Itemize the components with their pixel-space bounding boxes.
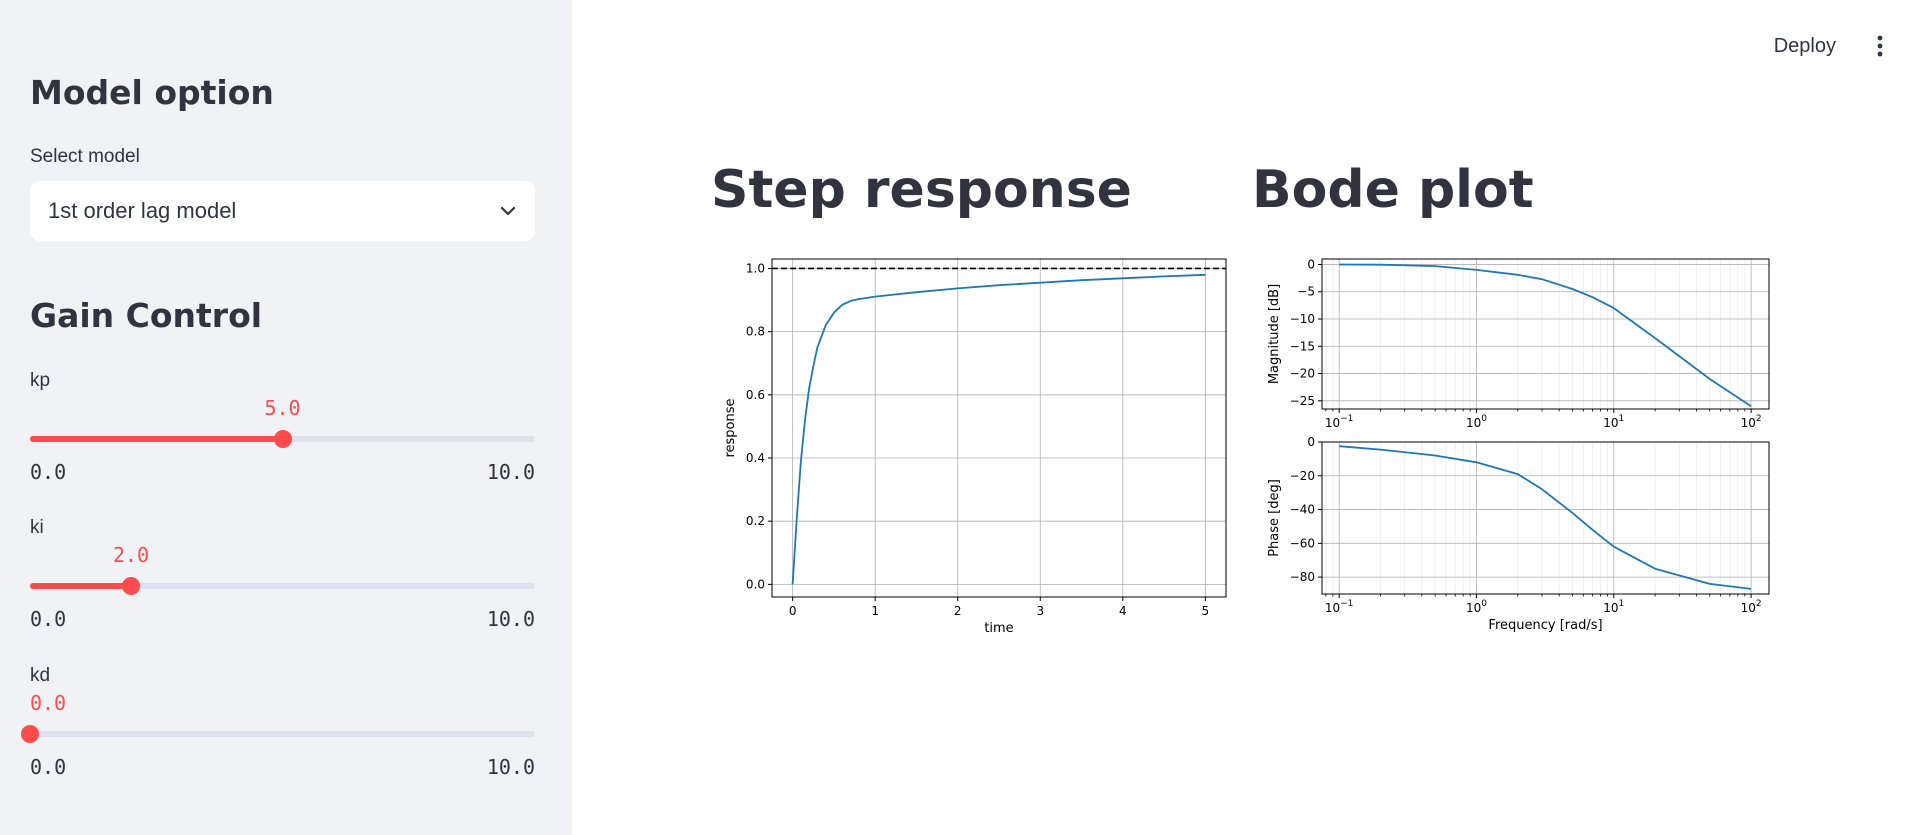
slider-max: 10.0 — [486, 755, 535, 779]
y-tick-label: 0.0 — [746, 577, 765, 591]
model-select-value: 1st order lag model — [48, 198, 237, 223]
y-tick-label: −40 — [1290, 503, 1315, 517]
y-tick-label: −5 — [1297, 285, 1315, 299]
x-tick-label: 0 — [789, 604, 797, 618]
slider-value: 2.0 — [112, 543, 150, 567]
series-line-0 — [791, 273, 1206, 585]
y-axis-label: Phase [deg] — [1267, 479, 1282, 557]
x-tick-label: 10−1 — [1325, 414, 1354, 430]
step-response-title: Step response — [711, 160, 1132, 220]
y-axis-label: Magnitude [dB] — [1267, 284, 1282, 384]
slider-track[interactable] — [30, 583, 535, 589]
ki-label: ki — [30, 517, 44, 538]
y-tick-label: 0.8 — [746, 325, 765, 339]
model-select[interactable]: 1st order lag model — [30, 181, 535, 241]
bode-plot-title: Bode plot — [1252, 160, 1534, 220]
select-model-label: Select model — [30, 146, 140, 167]
y-tick-label: −20 — [1290, 367, 1315, 381]
x-tick-label: 10−1 — [1325, 599, 1354, 615]
kp-slider[interactable]: 5.0 0.0 10.0 — [30, 396, 535, 484]
x-tick-label: 2 — [954, 604, 962, 618]
series-line-0 — [1339, 263, 1752, 408]
y-tick-label: 0 — [1307, 435, 1315, 449]
slider-thumb[interactable] — [21, 725, 39, 743]
slider-max: 10.0 — [486, 460, 535, 484]
x-tick-label: 1 — [871, 604, 879, 618]
y-tick-label: −80 — [1290, 570, 1315, 584]
y-tick-label: 0.4 — [746, 451, 765, 465]
y-tick-label: 0 — [1307, 257, 1315, 271]
header-toolbar: Deploy — [1774, 28, 1906, 64]
slider-fill — [30, 583, 131, 589]
y-tick-label: −15 — [1290, 339, 1315, 353]
y-tick-label: −25 — [1290, 394, 1315, 408]
kd-slider[interactable]: 0.0 0.0 10.0 — [21, 691, 535, 779]
x-tick-label: 102 — [1741, 414, 1762, 430]
x-tick-label: 3 — [1036, 604, 1044, 618]
x-axis-label: time — [984, 621, 1013, 636]
x-tick-label: 100 — [1466, 599, 1487, 615]
y-axis-label: response — [723, 398, 738, 457]
slider-thumb[interactable] — [273, 430, 292, 448]
y-tick-label: −10 — [1290, 312, 1315, 326]
slider-track[interactable] — [30, 731, 535, 737]
x-tick-label: 4 — [1119, 604, 1127, 618]
x-tick-label: 5 — [1202, 604, 1210, 618]
slider-min: 0.0 — [30, 607, 67, 631]
y-tick-label: −20 — [1290, 469, 1315, 483]
slider-value: 0.0 — [29, 691, 67, 715]
kp-label: kp — [30, 370, 51, 391]
plot-frame — [771, 258, 1227, 598]
sidebar: Model option Select model 1st order lag … — [0, 0, 572, 835]
y-tick-label: 0.2 — [746, 514, 765, 528]
slider-max: 10.0 — [486, 607, 535, 631]
series-line-0 — [1339, 445, 1752, 590]
kd-label: kd — [30, 665, 51, 686]
deploy-button[interactable]: Deploy — [1773, 34, 1836, 57]
ki-slider[interactable]: 2.0 0.0 10.0 — [30, 543, 535, 631]
x-axis-label: Frequency [rad/s] — [1488, 618, 1602, 633]
x-tick-label: 101 — [1603, 599, 1624, 615]
chevron-down-icon — [500, 206, 516, 216]
slider-thumb[interactable] — [122, 577, 140, 595]
y-tick-label: −60 — [1290, 536, 1315, 550]
kebab-menu-icon — [1877, 35, 1883, 57]
x-tick-label: 100 — [1466, 414, 1487, 430]
plot-frame — [1321, 441, 1770, 595]
x-tick-label: 101 — [1603, 414, 1624, 430]
x-tick-label: 102 — [1741, 599, 1762, 615]
model-option-heading: Model option — [30, 73, 274, 112]
y-tick-label: 0.6 — [746, 388, 765, 402]
plot-frame — [1321, 258, 1770, 410]
slider-min: 0.0 — [30, 460, 67, 484]
slider-fill — [30, 436, 283, 442]
gain-control-heading: Gain Control — [30, 296, 263, 335]
slider-value: 5.0 — [264, 396, 301, 420]
y-tick-label: 1.0 — [746, 261, 765, 275]
slider-min: 0.0 — [30, 755, 67, 779]
main-menu-button[interactable] — [1862, 28, 1898, 64]
